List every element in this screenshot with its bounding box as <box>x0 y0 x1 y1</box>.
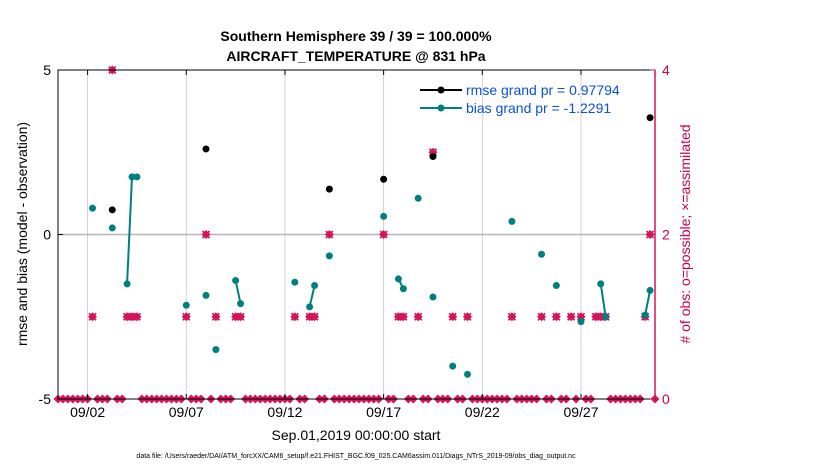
x-tick-label: 09/17 <box>366 404 401 420</box>
obs-assimilated-marker <box>552 312 561 321</box>
legend-rmse-label: rmse grand pr = 0.97794 <box>466 82 620 98</box>
y-right-tick-label: 4 <box>662 62 670 78</box>
bias-line <box>599 283 607 317</box>
obs-assimilated-marker <box>448 312 457 321</box>
rmse-point <box>646 114 654 122</box>
data-file-note: data file: /Users/raeder/DAI/ATM_forcXX/… <box>136 453 576 460</box>
bias-point <box>311 281 319 289</box>
y-tick-label: 0 <box>43 227 51 243</box>
bias-line <box>126 175 137 284</box>
chart-subtitle: AIRCRAFT_TEMPERATURE @ 831 hPa <box>226 48 485 64</box>
bias-point <box>128 173 136 181</box>
obs-assimilated-marker <box>290 312 299 321</box>
bias-point <box>577 318 585 326</box>
obs-assimilated-marker <box>236 312 245 321</box>
obs-assimilated-marker <box>310 312 319 321</box>
obs-assimilated-marker <box>379 230 388 239</box>
obs-assimilated-marker <box>201 230 211 239</box>
obs-assimilated-marker <box>88 312 97 321</box>
y-tick-label: -5 <box>39 391 52 407</box>
bias-point <box>464 370 472 378</box>
bias-point <box>202 291 210 299</box>
legend-bias-marker <box>437 104 445 112</box>
bias-point <box>597 280 605 288</box>
bias-point <box>133 173 141 181</box>
bias-point <box>394 275 402 283</box>
bias-point <box>212 346 220 354</box>
bias-point <box>641 311 649 319</box>
bias-line <box>234 280 242 304</box>
rmse-point <box>108 206 116 214</box>
rmse-point <box>429 153 437 161</box>
bias-point <box>123 280 131 288</box>
bias-point <box>646 286 654 294</box>
legend: rmse grand pr = 0.97794 bias grand pr = … <box>420 82 620 116</box>
bias-point <box>291 278 299 286</box>
obs-assimilated-marker <box>463 312 472 321</box>
x-tick-label: 09/02 <box>70 404 105 420</box>
x-tick-label: 09/27 <box>563 404 598 420</box>
x-tick-label: 09/22 <box>465 404 500 420</box>
bias-point <box>232 277 240 285</box>
legend-rmse-marker <box>437 86 445 94</box>
bias-line <box>644 290 652 316</box>
obs-assimilated-marker <box>414 312 423 321</box>
axes: 09/02 09/07 09/12 09/17 09/22 09/27 -5 0 5 0 2 4 <box>39 62 670 420</box>
obs-assimilated-marker <box>325 230 334 239</box>
bias-point <box>237 300 245 308</box>
x-tick-label: 09/07 <box>169 404 204 420</box>
bias-point <box>306 303 314 311</box>
chart-title: Southern Hemisphere 39 / 39 = 100.000% <box>220 28 492 44</box>
y-right-axis-label: # of obs: o=possible; ×=assimilated <box>677 124 693 343</box>
rmse-point <box>380 175 388 183</box>
bias-point <box>602 313 610 321</box>
y-axis-label: rmse and bias (model - observation) <box>14 122 30 346</box>
y-tick-label: 5 <box>43 62 51 78</box>
rmse-point <box>325 185 333 193</box>
rmse-point <box>202 145 210 153</box>
obs-assimilated-marker <box>132 312 142 321</box>
y-right-tick-label: 2 <box>662 227 670 243</box>
bias-point <box>89 204 97 212</box>
bias-point <box>325 252 333 260</box>
obs-assimilated-marker <box>399 312 408 321</box>
bias-line <box>308 285 316 308</box>
bias-point <box>449 362 457 370</box>
obs-assimilated-marker <box>507 312 516 321</box>
bias-point <box>182 301 190 309</box>
x-axis-label: Sep.01,2019 00:00:00 start <box>272 427 441 443</box>
bias-point <box>414 194 422 202</box>
obs-assimilated-marker <box>182 312 191 321</box>
obs-assimilated-marker <box>567 312 576 321</box>
obs-assimilated-marker <box>537 312 546 321</box>
bias-point <box>399 285 407 293</box>
bias-point <box>552 281 560 289</box>
x-tick-label: 09/12 <box>267 404 302 420</box>
y-right-tick-label: 0 <box>662 391 670 407</box>
bias-point <box>429 293 437 301</box>
bias-point <box>108 224 116 232</box>
bias-point <box>508 217 516 225</box>
bias-point <box>380 212 388 220</box>
obs-assimilated-marker <box>211 312 220 321</box>
bias-point <box>538 250 546 258</box>
legend-bias-label: bias grand pr = -1.2291 <box>466 100 611 116</box>
